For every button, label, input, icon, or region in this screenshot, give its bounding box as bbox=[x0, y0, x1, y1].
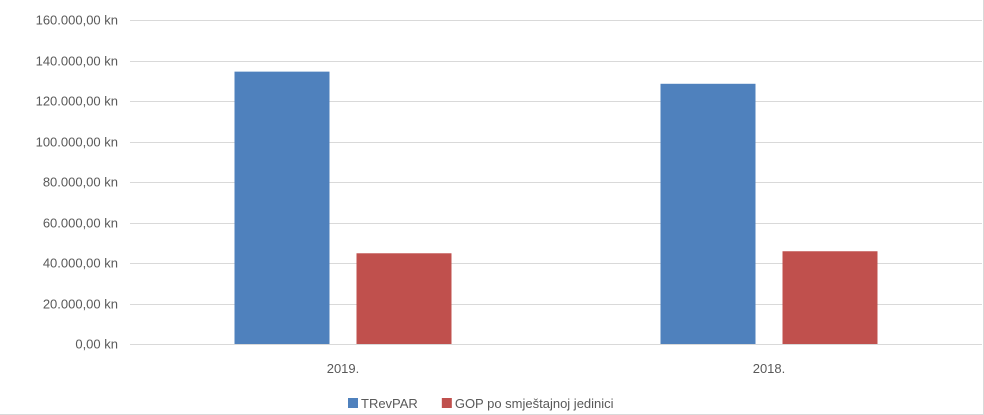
y-tick-label: 0,00 kn bbox=[75, 337, 118, 352]
y-tick-label: 80.000,00 kn bbox=[43, 175, 118, 190]
legend-label: GOP po smještajnoj jedinici bbox=[455, 396, 614, 411]
bar-gop-po-smje-tajnoj-jedinici-2019 bbox=[356, 253, 452, 344]
y-tick-label: 60.000,00 kn bbox=[43, 216, 118, 231]
bars bbox=[234, 71, 878, 344]
legend-swatch bbox=[441, 398, 452, 408]
y-tick-label: 160.000,00 kn bbox=[36, 13, 118, 28]
y-tick-label: 140.000,00 kn bbox=[36, 54, 118, 69]
x-tick-label: 2018. bbox=[753, 361, 786, 376]
y-tick-label: 100.000,00 kn bbox=[36, 135, 118, 150]
legend: TRevPAR GOP po smještajnoj jedinici bbox=[348, 396, 614, 411]
y-tick-label: 20.000,00 kn bbox=[43, 297, 118, 312]
legend-label: TRevPAR bbox=[361, 396, 418, 411]
x-tick-label: 2019. bbox=[327, 361, 360, 376]
y-tick-label: 40.000,00 kn bbox=[43, 256, 118, 271]
bar-gop-po-smje-tajnoj-jedinici-2018 bbox=[782, 251, 878, 344]
bar-trevpar-2018 bbox=[660, 83, 756, 344]
bar-trevpar-2019 bbox=[234, 71, 330, 344]
y-axis-tick-labels: 0,00 kn 20.000,00 kn 40.000,00 kn 60.000,00… bbox=[36, 13, 118, 352]
y-tick-label: 120.000,00 kn bbox=[36, 94, 118, 109]
legend-swatch bbox=[348, 398, 358, 408]
x-axis-tick-labels: 2019. 2018. bbox=[327, 361, 786, 376]
